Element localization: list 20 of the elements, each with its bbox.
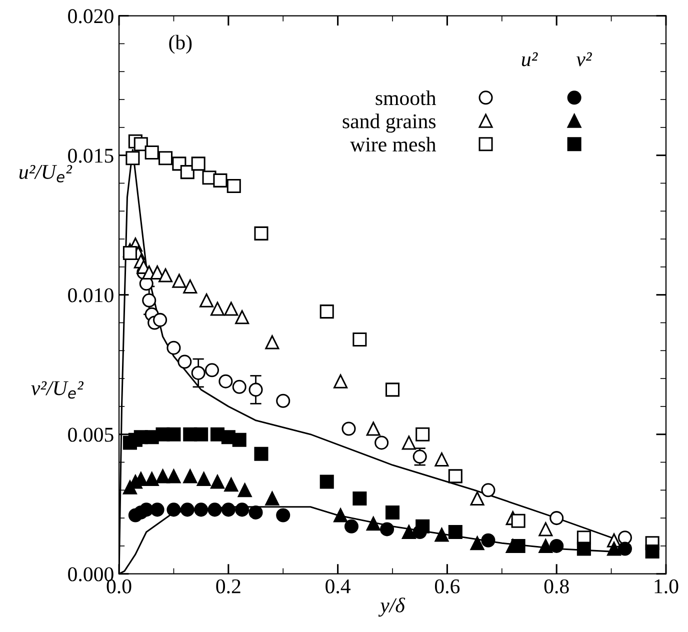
- y-tick-label: 0.000: [68, 567, 114, 582]
- y-axis-title: u²/U$_{e}$²: [19, 165, 72, 182]
- y-tick-label: 0.005: [68, 428, 114, 442]
- x-tick-label: 0.4: [326, 579, 351, 594]
- y-tick-label: 0.010: [68, 288, 114, 302]
- text: v²/U$_{e}$²: [31, 381, 84, 399]
- y-tick-label: 0.020: [68, 9, 114, 24]
- legend-label: wire mesh: [350, 136, 436, 152]
- legend-label: smooth: [376, 90, 436, 106]
- x-tick-label: 1.0: [654, 579, 678, 594]
- x-tick-label: 0.0: [106, 579, 132, 594]
- annotation: (b): [169, 34, 192, 54]
- x-tick-label: 0.6: [434, 579, 460, 594]
- annotation: u²: [522, 52, 538, 66]
- annotation: v²: [576, 52, 592, 66]
- x-tick-label: 0.8: [544, 579, 569, 594]
- legend-label: sand grains: [342, 114, 436, 133]
- y-tick-label: 0.015: [68, 148, 114, 163]
- x-tick-label: 0.2: [216, 579, 240, 594]
- x-axis-title: y/δ: [378, 598, 406, 617]
